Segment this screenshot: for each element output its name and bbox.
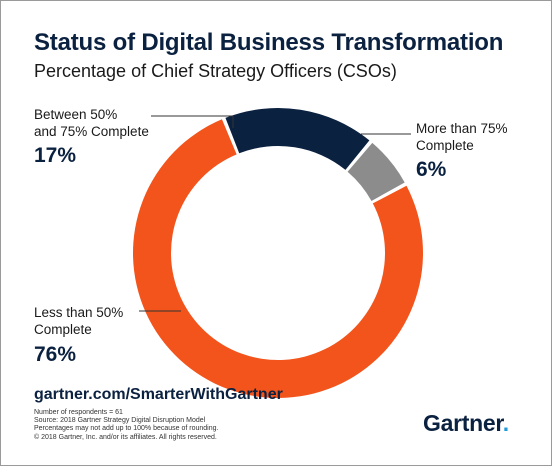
footer-url[interactable]: gartner.com/SmarterWithGartner: [34, 386, 283, 403]
gartner-logo-dot: .: [502, 410, 509, 436]
slice-label-more-than-75-line1: More than 75%: [416, 121, 508, 136]
gartner-logo-text: Gartner: [423, 410, 503, 436]
footer-note: Source: 2018 Gartner Strategy Digital Di…: [34, 417, 206, 425]
slice-value-less-than-50: 76%: [34, 343, 77, 366]
slice-label-between-50-75-line2: and 75% Complete: [34, 124, 149, 139]
footer-notes: Number of respondents = 61 Source: 2018 …: [34, 409, 218, 442]
leader-line-between-50-75: [151, 115, 234, 128]
slice-label-more-than-75-line2: Complete: [416, 138, 474, 153]
chart-title: Status of Digital Business Transformatio…: [34, 29, 504, 56]
slice-between-50-75: [225, 108, 370, 170]
gartner-logo: Gartner.: [423, 410, 509, 437]
slice-label-more-than-75: More than 75% Complete: [416, 120, 508, 154]
footer-note: © 2018 Gartner, Inc. and/or its affiliat…: [34, 433, 217, 441]
slice-more-than-75: [347, 142, 405, 201]
slice-label-less-than-50-line1: Less than 50%: [34, 305, 124, 320]
slice-label-between-50-75: Between 50% and 75% Complete: [34, 106, 149, 140]
slice-label-less-than-50-line2: Complete: [34, 322, 92, 337]
footer-note: Percentages may not add up to 100% becau…: [34, 425, 219, 433]
chart-subtitle: Percentage of Chief Strategy Officers (C…: [34, 61, 397, 81]
slice-value-between-50-75: 17%: [34, 144, 77, 167]
slice-value-more-than-75: 6%: [416, 158, 447, 181]
slice-label-less-than-50: Less than 50% Complete: [34, 304, 123, 338]
footer-note: Number of respondents = 61: [34, 409, 123, 416]
slice-label-between-50-75-line1: Between 50%: [34, 107, 118, 122]
